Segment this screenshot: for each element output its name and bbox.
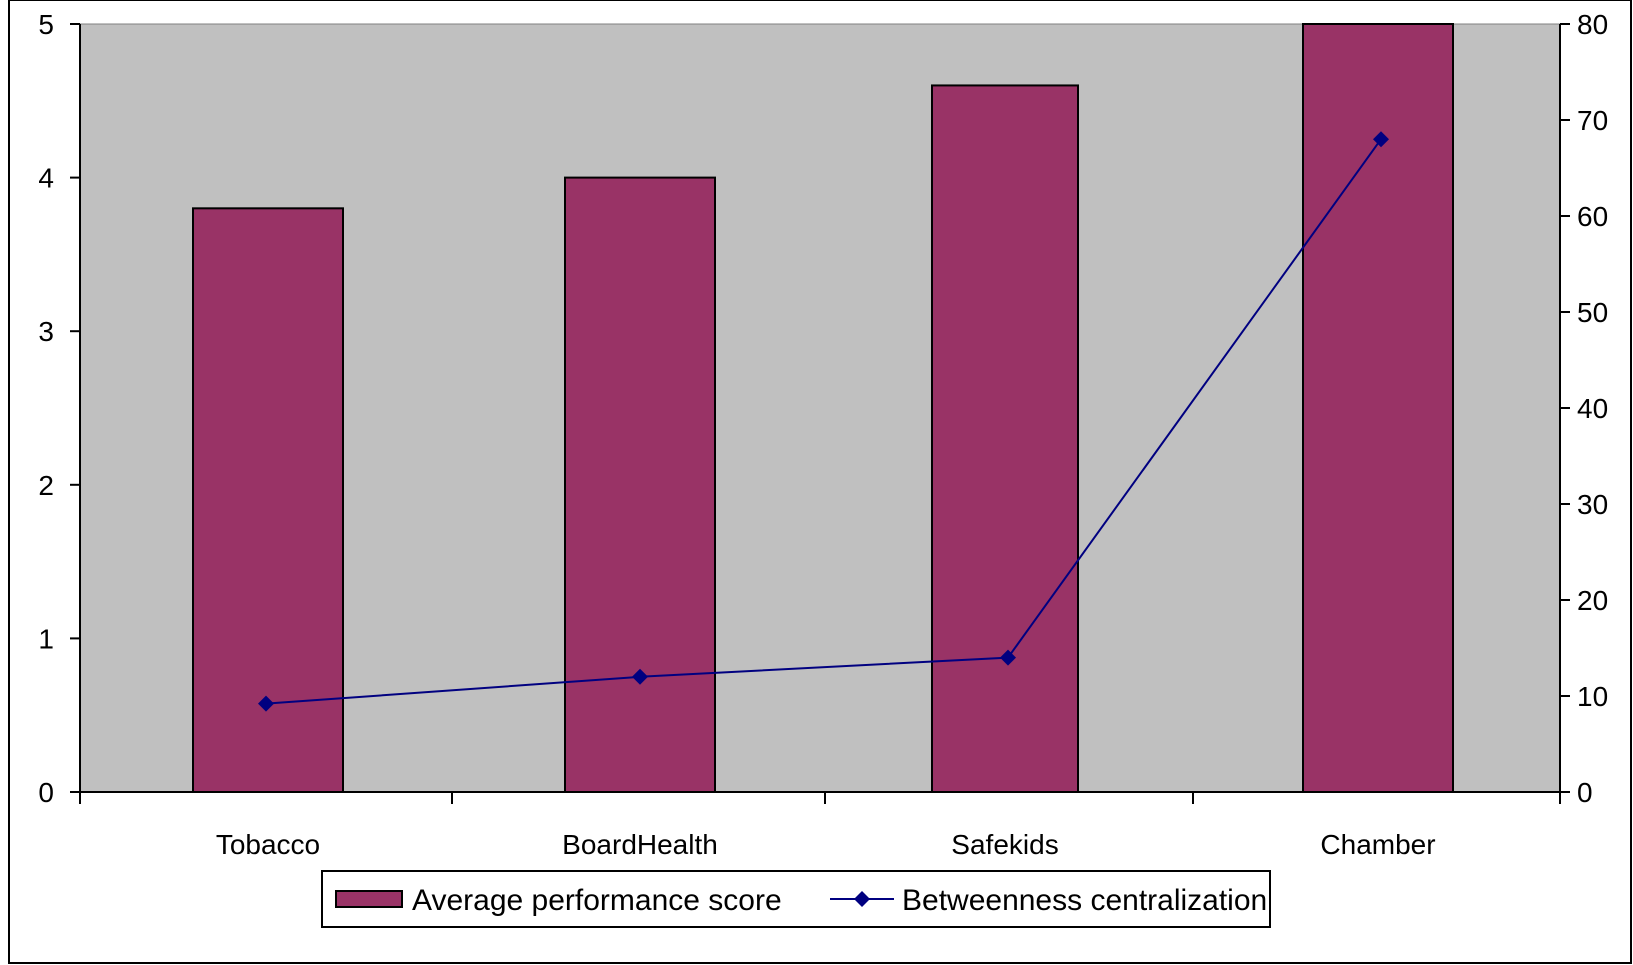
category-label-boardhealth: BoardHealth xyxy=(562,829,718,860)
line-series xyxy=(258,131,1389,712)
left-tick-label-4: 4 xyxy=(38,163,54,194)
right-tick-label-10: 10 xyxy=(1577,681,1608,712)
legend-bar-swatch xyxy=(335,890,403,908)
point-boardhealth xyxy=(632,668,648,685)
right-tick-label-0: 0 xyxy=(1577,777,1593,808)
left-tick-label-0: 0 xyxy=(38,777,54,808)
legend-label-line-series: Betweenness centralization xyxy=(902,884,1267,917)
betweenness-line xyxy=(265,138,1382,705)
bar-safekids xyxy=(931,84,1079,793)
right-tick-label-60: 60 xyxy=(1577,201,1608,232)
point-tobacco xyxy=(258,695,274,712)
right-tick-label-20: 20 xyxy=(1577,585,1608,616)
right-tick-label-40: 40 xyxy=(1577,393,1608,424)
left-tick-label-2: 2 xyxy=(38,470,54,501)
right-tick-label-80: 80 xyxy=(1577,9,1608,40)
left-tick-label-1: 1 xyxy=(38,623,54,654)
right-tick-label-50: 50 xyxy=(1577,297,1608,328)
left-tick-label-5: 5 xyxy=(38,9,54,40)
left-tick-label-3: 3 xyxy=(38,316,54,347)
bar-boardhealth xyxy=(564,176,716,794)
legend-label-bar-series: Average performance score xyxy=(412,884,782,917)
legend: Average performance score Betweenness ce… xyxy=(321,870,1271,928)
category-label-safekids: Safekids xyxy=(951,829,1058,860)
legend-box xyxy=(321,870,1271,928)
right-tick-label-30: 30 xyxy=(1577,489,1608,520)
legend-diamond-marker xyxy=(854,891,870,907)
category-label-tobacco: Tobacco xyxy=(216,829,320,860)
right-tick-label-70: 70 xyxy=(1577,105,1608,136)
point-chamber xyxy=(1373,131,1389,148)
category-labels: Tobacco BoardHealth Safekids Chamber xyxy=(216,829,1436,860)
point-safekids xyxy=(1000,649,1016,666)
bar-chamber xyxy=(1302,23,1454,793)
category-label-chamber: Chamber xyxy=(1320,829,1435,860)
